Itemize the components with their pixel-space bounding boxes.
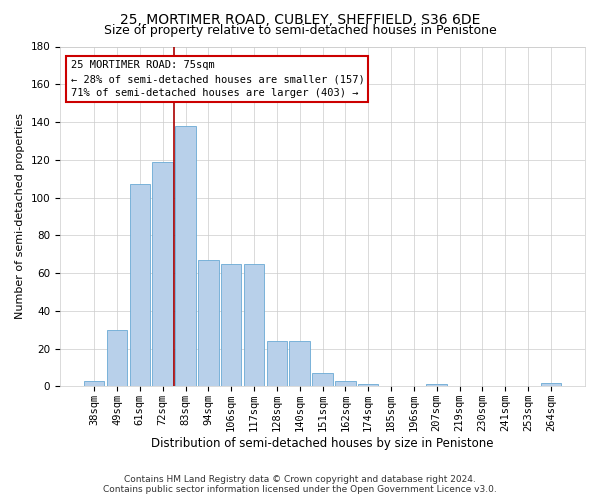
Bar	[198, 260, 218, 386]
Bar	[84, 380, 104, 386]
Bar	[289, 341, 310, 386]
Text: Contains HM Land Registry data © Crown copyright and database right 2024.
Contai: Contains HM Land Registry data © Crown c…	[103, 474, 497, 494]
Bar	[175, 126, 196, 386]
Bar	[427, 384, 447, 386]
Bar	[130, 184, 150, 386]
Bar	[266, 341, 287, 386]
Bar	[541, 382, 561, 386]
Text: Size of property relative to semi-detached houses in Penistone: Size of property relative to semi-detach…	[104, 24, 496, 37]
Bar	[221, 264, 241, 386]
Bar	[244, 264, 264, 386]
Y-axis label: Number of semi-detached properties: Number of semi-detached properties	[15, 114, 25, 320]
Bar	[107, 330, 127, 386]
X-axis label: Distribution of semi-detached houses by size in Penistone: Distribution of semi-detached houses by …	[151, 437, 494, 450]
Bar	[335, 380, 356, 386]
Bar	[312, 373, 333, 386]
Bar	[152, 162, 173, 386]
Bar	[358, 384, 379, 386]
Text: 25, MORTIMER ROAD, CUBLEY, SHEFFIELD, S36 6DE: 25, MORTIMER ROAD, CUBLEY, SHEFFIELD, S3…	[120, 12, 480, 26]
Text: 25 MORTIMER ROAD: 75sqm
← 28% of semi-detached houses are smaller (157)
71% of s: 25 MORTIMER ROAD: 75sqm ← 28% of semi-de…	[71, 60, 364, 98]
